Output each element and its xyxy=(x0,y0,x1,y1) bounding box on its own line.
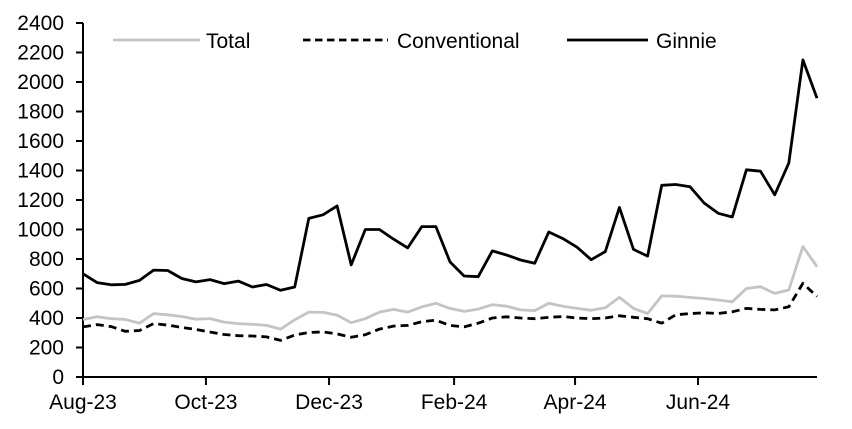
y-tick-label: 1200 xyxy=(17,189,64,212)
y-tick-label: 2400 xyxy=(17,12,64,35)
series-line-conventional xyxy=(82,281,818,342)
x-tick-label: Feb-24 xyxy=(421,391,488,414)
x-tick-label: Jun-24 xyxy=(666,391,731,414)
axes: 0 200 400 600 800 1000 1200 1400 1600 1800 2000 220… xyxy=(17,12,817,414)
plot-lines xyxy=(82,58,819,342)
legend-item-conventional: Conventional xyxy=(303,30,520,53)
y-tick-label: 0 xyxy=(52,366,64,389)
chart-legend: Total Conventional Ginnie xyxy=(113,30,717,53)
axis-lines xyxy=(82,23,817,378)
legend-item-ginnie: Ginnie xyxy=(567,30,717,53)
y-tick-label: 1800 xyxy=(17,101,64,124)
y-tick-label: 1400 xyxy=(17,160,64,183)
x-tick-label: Apr-24 xyxy=(544,391,607,414)
y-tick-label: 800 xyxy=(29,248,64,271)
x-tick-label: Aug-23 xyxy=(49,391,117,414)
y-tick-label: 200 xyxy=(29,337,64,360)
y-tick-label: 1000 xyxy=(17,219,64,242)
legend-item-total: Total xyxy=(113,30,250,53)
x-tick-label: Oct-23 xyxy=(174,391,237,414)
y-tick-label: 2000 xyxy=(17,71,64,94)
series-line-ginnie xyxy=(82,58,819,292)
y-tick-label: 400 xyxy=(29,307,64,330)
y-tick-label: 2200 xyxy=(17,42,64,65)
legend-label: Total xyxy=(206,30,250,53)
series-line-total xyxy=(82,245,819,331)
legend-label: Conventional xyxy=(397,30,520,53)
x-tick-label: Dec-23 xyxy=(295,391,363,414)
y-tick-label: 1600 xyxy=(17,130,64,153)
y-tick-label: 600 xyxy=(29,278,64,301)
legend-label: Ginnie xyxy=(656,30,717,53)
